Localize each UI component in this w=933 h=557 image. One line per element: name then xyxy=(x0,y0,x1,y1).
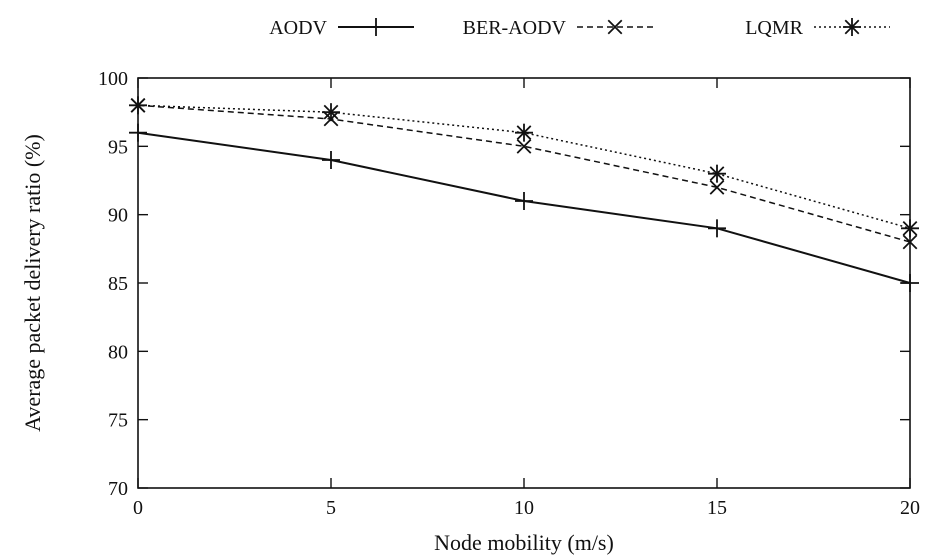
data-point-aodv xyxy=(515,192,533,210)
series-lqmr xyxy=(129,96,919,238)
data-point-ber-aodv xyxy=(516,138,532,154)
y-axis: 70 75 80 85 90 95 100 xyxy=(98,68,910,500)
legend-label-aodv: AODV xyxy=(269,17,327,39)
data-point-aodv xyxy=(901,274,919,292)
data-point-aodv xyxy=(129,123,147,142)
data-point-lqmr xyxy=(129,96,147,115)
data-point-lqmr xyxy=(322,103,340,122)
data-point-lqmr xyxy=(708,164,726,183)
x-axis: 0 5 10 15 20 xyxy=(133,78,920,519)
legend-label-ber-aodv: BER-AODV xyxy=(463,17,567,39)
legend-marker-aodv xyxy=(367,18,385,36)
legend-entry-ber-aodv: BER-AODV xyxy=(463,17,653,39)
data-point-ber-aodv xyxy=(902,234,918,250)
x-tick-label: 15 xyxy=(707,497,727,519)
series-ber-aodv xyxy=(130,97,918,250)
y-tick-label: 70 xyxy=(108,478,128,500)
series-layer xyxy=(129,96,919,292)
data-point-lqmr xyxy=(901,219,919,238)
legend-label-lqmr: LQMR xyxy=(745,17,803,39)
y-tick-label: 90 xyxy=(108,205,128,227)
series-aodv xyxy=(129,123,919,292)
y-tick-label: 85 xyxy=(108,273,128,295)
legend-entry-aodv: AODV xyxy=(269,17,414,39)
y-axis-label: Average packet delivery ratio (%) xyxy=(20,134,45,432)
data-point-lqmr xyxy=(515,123,533,142)
y-tick-label: 100 xyxy=(98,68,128,90)
legend: AODV BER-AODV LQMR xyxy=(269,17,890,39)
series-line-lqmr xyxy=(137,104,911,230)
series-line-ber-aodv xyxy=(137,104,911,243)
legend-entry-lqmr: LQMR xyxy=(745,17,890,39)
data-point-ber-aodv xyxy=(709,179,725,195)
y-tick-label: 95 xyxy=(108,136,128,158)
x-axis-label: Node mobility (m/s) xyxy=(434,530,614,555)
x-tick-label: 20 xyxy=(900,497,920,519)
y-tick-label: 80 xyxy=(108,341,128,363)
x-tick-label: 5 xyxy=(326,497,336,519)
data-point-aodv xyxy=(322,151,340,169)
y-tick-label: 75 xyxy=(108,410,128,432)
x-tick-label: 0 xyxy=(133,497,143,519)
legend-marker-ber-aodv xyxy=(607,19,623,35)
data-point-aodv xyxy=(708,219,726,238)
x-tick-label: 10 xyxy=(514,497,534,519)
legend-marker-lqmr xyxy=(843,18,861,36)
